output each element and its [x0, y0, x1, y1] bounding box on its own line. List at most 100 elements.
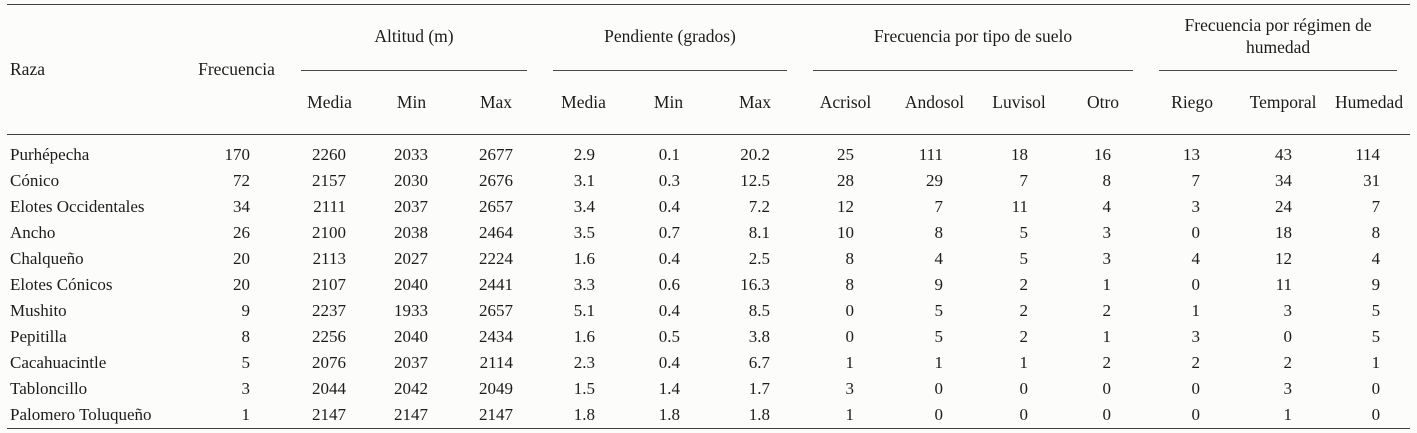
- cell-value: 2157: [312, 171, 346, 190]
- cell-value: 2037: [394, 353, 428, 372]
- cell-value: 2260: [312, 145, 346, 164]
- cell-value: 0: [1371, 405, 1381, 424]
- cell-value: 1: [1283, 405, 1293, 424]
- cell-value: 1: [1102, 275, 1112, 294]
- cell-value: 11: [1011, 197, 1029, 216]
- cell-value: 0.4: [658, 197, 680, 216]
- sub-header-row: Media Min Max Media Min Max Acrisol Ando…: [7, 70, 1411, 135]
- cell-value: 3.3: [573, 275, 595, 294]
- cell-value: 2: [1019, 301, 1029, 320]
- cell-value: 1.8: [748, 405, 771, 424]
- maize-races-table: Raza Frecuencia Altitud (m) Pendiente (g…: [7, 4, 1411, 429]
- table-row: Chalqueño 20 2113 2027 2224 1.6 0.4 2.5 8 4 5 3 4 12 4: [7, 246, 1410, 272]
- cell-value: 3: [1191, 327, 1201, 346]
- cell-value: 1: [845, 353, 855, 372]
- group-header-row: Raza Frecuencia Altitud (m) Pendiente (g…: [7, 4, 1410, 135]
- cell-value: 1.5: [573, 379, 595, 398]
- table-row: Palomero Toluqueño 1 2147 2147 2147 1.8 1.8 1.8…: [7, 402, 1410, 429]
- cell-value: 13: [1183, 145, 1201, 164]
- cell-value: 8: [241, 327, 251, 346]
- cell-value: 7.2: [748, 197, 771, 216]
- cell-value: 2: [1019, 275, 1029, 294]
- cell-value: 0: [1019, 405, 1029, 424]
- cell-value: 170: [224, 145, 251, 164]
- cell-value: 2111: [313, 197, 346, 216]
- cell-value: 2441: [479, 275, 513, 294]
- cell-value: 2044: [312, 379, 346, 398]
- cell-value: 12.5: [740, 171, 771, 190]
- cell-value: 7: [1371, 197, 1381, 216]
- cell-value: 7: [934, 197, 944, 216]
- cell-value: 8: [1371, 223, 1381, 242]
- cell-value: 2114: [479, 353, 513, 372]
- col-header-altitud-max: Max: [452, 70, 540, 135]
- cell-value: 0: [1191, 405, 1201, 424]
- cell-value: 31: [1363, 171, 1381, 190]
- cell-value: 2: [1102, 301, 1112, 320]
- cell-value: 2256: [312, 327, 346, 346]
- group-spanner: Altitud (m): [301, 5, 527, 71]
- col-header-altitud-min: Min: [371, 70, 452, 135]
- cell-value: 4: [1191, 249, 1201, 268]
- cell-value: 111: [918, 145, 944, 164]
- table-body: Purhépecha 170 2260 2033 2677 2.9 0.1 20.2 25 111…: [7, 135, 1410, 429]
- group-spanner: Frecuencia por régimen de humedad: [1159, 5, 1398, 71]
- cell-value: 7: [1191, 171, 1201, 190]
- cell-value: 2434: [479, 327, 513, 346]
- cell-raza: Tabloncillo: [10, 379, 88, 398]
- cell-raza: Cacahuacintle: [10, 353, 107, 372]
- cell-value: 3: [1191, 197, 1201, 216]
- cell-value: 5: [1371, 301, 1381, 320]
- cell-value: 1.6: [573, 249, 595, 268]
- cell-raza: Chalqueño: [10, 249, 84, 268]
- group-header-regimen-humedad: Frecuencia por régimen de humedad: [1146, 5, 1410, 71]
- cell-value: 34: [233, 197, 250, 216]
- table-header: Raza Frecuencia Altitud (m) Pendiente (g…: [7, 4, 1411, 135]
- cell-value: 0: [1371, 379, 1381, 398]
- cell-raza: Elotes Cónicos: [10, 275, 113, 294]
- cell-value: 0: [845, 301, 855, 320]
- cell-value: 0.6: [658, 275, 680, 294]
- group-header-altitud: Altitud (m): [288, 5, 540, 71]
- table-row: Tabloncillo 3 2044 2042 2049 1.5 1.4 1.7 3 0 0 0 0 3 0: [7, 376, 1410, 402]
- cell-value: 0.7: [658, 223, 680, 242]
- cell-value: 2027: [394, 249, 428, 268]
- cell-value: 2100: [312, 223, 346, 242]
- cell-value: 1: [241, 405, 251, 424]
- cell-value: 0: [1102, 379, 1112, 398]
- cell-value: 1: [1191, 301, 1201, 320]
- cell-value: 0: [1191, 379, 1201, 398]
- cell-raza: Pepitilla: [10, 327, 67, 346]
- cell-value: 0: [934, 405, 944, 424]
- cell-value: 3: [1102, 249, 1112, 268]
- cell-value: 26: [233, 223, 250, 242]
- cell-value: 2030: [394, 171, 428, 190]
- cell-value: 9: [934, 275, 944, 294]
- cell-value: 3: [241, 379, 251, 398]
- cell-value: 2042: [394, 379, 428, 398]
- cell-value: 18: [1275, 223, 1293, 242]
- table-row: Elotes Occidentales 34 2111 2037 2657 3.4 0.4 7…: [7, 194, 1410, 220]
- cell-value: 20: [233, 275, 250, 294]
- table-row: Cacahuacintle 5 2076 2037 2114 2.3 0.4 6.7 1 1 1 2 2…: [7, 350, 1410, 376]
- cell-value: 5: [1371, 327, 1381, 346]
- col-header-pendiente-max: Max: [710, 70, 801, 135]
- cell-value: 20: [233, 249, 250, 268]
- cell-value: 2677: [479, 145, 513, 164]
- cell-value: 5: [934, 301, 944, 320]
- cell-value: 2049: [479, 379, 513, 398]
- group-header-pendiente: Pendiente (grados): [540, 5, 800, 71]
- cell-value: 3: [1102, 223, 1112, 242]
- cell-value: 2657: [479, 301, 513, 320]
- cell-value: 1: [1019, 353, 1029, 372]
- cell-raza: Mushito: [10, 301, 67, 320]
- cell-value: 2.9: [573, 145, 595, 164]
- table-row: Purhépecha 170 2260 2033 2677 2.9 0.1 20.2 25 111…: [7, 135, 1410, 169]
- col-header-acrisol: Acrisol: [800, 70, 892, 135]
- table-row: Pepitilla 8 2256 2040 2434 1.6 0.5 3.8 0 5 2 1 3 0 5: [7, 324, 1410, 350]
- cell-value: 1: [845, 405, 855, 424]
- cell-value: 4: [1102, 197, 1112, 216]
- cell-value: 1.8: [573, 405, 595, 424]
- cell-value: 28: [837, 171, 855, 190]
